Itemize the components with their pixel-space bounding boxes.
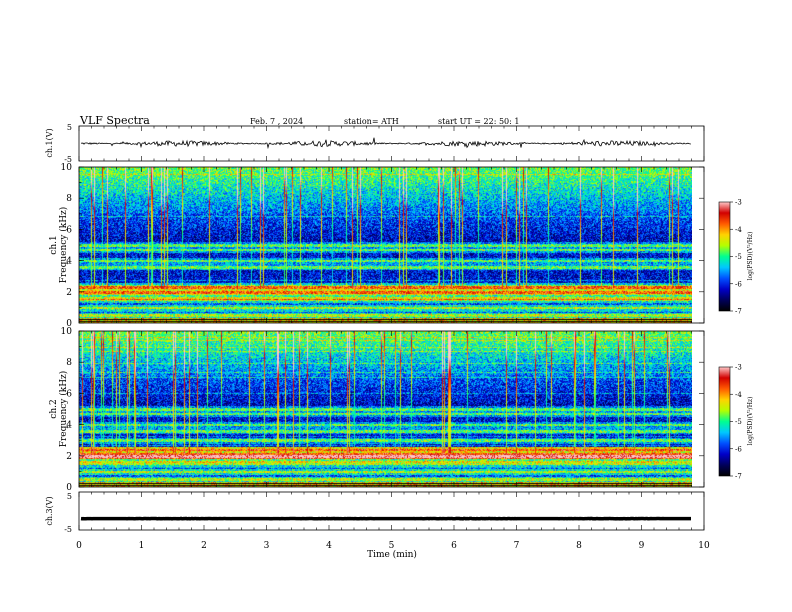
ch1-waveform-trace — [80, 137, 692, 150]
time-axis-label: Time (min) — [367, 549, 417, 560]
time-axis-tick-label: 9 — [639, 541, 645, 551]
time-axis-tick-label: 7 — [514, 541, 520, 551]
ch2-spectrogram-panel: 10 8 6 4 2 0 ch.2Frequency (kHz) — [49, 327, 705, 493]
colorbar-tick-label: -6 — [735, 280, 742, 288]
colorbar-tick-label: -3 — [735, 199, 742, 207]
freq-ytick-label: 6 — [66, 389, 72, 399]
ch2-spectrogram-ylabel: ch.2Frequency (kHz) — [49, 371, 69, 448]
freq-ytick-label: 10 — [61, 163, 73, 173]
ch2-colorbar-ticks: -3 -4 -5 -6 -7 — [730, 364, 742, 481]
time-axis-tick-label: 6 — [451, 541, 457, 551]
ch3-waveform-panel: 5 -5 ch.3(V) — [45, 491, 705, 534]
time-axis-tick-label: 4 — [326, 541, 332, 551]
freq-ytick-label: 0 — [66, 319, 72, 329]
time-axis-tick-label: 5 — [389, 541, 395, 551]
time-axis-tick-label: 8 — [576, 541, 582, 551]
ch3-ytick-bottom: -5 — [64, 525, 72, 534]
ch1-ytick-top: 5 — [67, 123, 72, 132]
ch2-colorbar-label: log(PSD)(V²/Hz) — [747, 397, 754, 446]
ch1-spectrogram-yticks: 10 8 6 4 2 0 — [61, 163, 704, 329]
ch1-spectrogram-xticks — [78, 167, 705, 323]
ch3-ylabel: ch.3(V) — [45, 496, 54, 525]
ch1-colorbar-gradient — [718, 201, 731, 312]
ch1-colorbar-ticks: -3 -4 -5 -6 -7 — [730, 199, 742, 316]
ch3-waveform-frame — [78, 491, 705, 531]
time-axis-tick-label: 3 — [264, 541, 270, 551]
time-axis-tick-label: 10 — [698, 541, 710, 551]
ch1-spectrogram-image — [79, 167, 692, 323]
colorbar-tick-label: -5 — [735, 253, 742, 261]
station-label: station= ATH — [344, 117, 399, 126]
ch3-waveform-ticks — [78, 492, 705, 530]
freq-ytick-label: 0 — [66, 483, 72, 493]
ch1-waveform-panel: 5 -5 ch.1(V) — [45, 123, 705, 164]
ch1-ytick-bottom: -5 — [64, 155, 72, 164]
time-axis-tick-label: 1 — [139, 541, 145, 551]
ch1-colorbar: -3 -4 -5 -6 -7 log(PSD)(V²/Hz) — [718, 199, 754, 316]
freq-ytick-label: 8 — [66, 194, 72, 204]
ch2-spectrogram-xticks — [78, 331, 705, 487]
start-time-label: start UT = 22: 50: 1 — [438, 117, 519, 126]
colorbar-tick-label: -7 — [735, 308, 742, 316]
date-label: Feb. 7 , 2024 — [250, 117, 303, 126]
ch2-spectrogram-yticks: 10 8 6 4 2 0 — [61, 327, 704, 493]
freq-ytick-label: 2 — [66, 288, 72, 298]
ch2-colorbar-gradient — [718, 366, 731, 477]
freq-ytick-label: 4 — [66, 421, 72, 431]
colorbar-tick-label: -4 — [735, 391, 742, 399]
ch1-waveform-ticks — [78, 126, 705, 161]
freq-ytick-label: 8 — [66, 358, 72, 368]
ch1-colorbar-label: log(PSD)(V²/Hz) — [747, 232, 754, 281]
freq-ytick-label: 10 — [61, 327, 73, 337]
time-axis-tick-label: 0 — [76, 541, 82, 551]
ch1-spectrogram-panel: 10 8 6 4 2 0 ch.1Frequency (kHz) — [49, 163, 705, 329]
figure-title: VLF Spectra — [79, 114, 150, 127]
ch2-spectrogram-image — [79, 331, 692, 487]
time-axis-tick-label: 2 — [201, 541, 207, 551]
time-axis-tick-labels: 0 1 2 3 4 5 6 7 8 9 10 — [76, 541, 710, 551]
ch2-colorbar: -3 -4 -5 -6 -7 log(PSD)(V²/Hz) — [718, 364, 754, 481]
colorbar-tick-label: -5 — [735, 418, 742, 426]
colorbar-tick-label: -7 — [735, 473, 742, 481]
colorbar-tick-label: -4 — [735, 226, 742, 234]
freq-ytick-label: 2 — [66, 452, 72, 462]
freq-ytick-label: 6 — [66, 225, 72, 235]
freq-ytick-label: 4 — [66, 257, 72, 267]
ch3-ytick-top: 5 — [67, 492, 72, 501]
colorbar-tick-label: -6 — [735, 445, 742, 453]
ch1-spectrogram-ylabel: ch.1Frequency (kHz) — [49, 207, 69, 284]
ch1-ylabel: ch.1(V) — [45, 128, 54, 157]
colorbar-tick-label: -3 — [735, 364, 742, 372]
